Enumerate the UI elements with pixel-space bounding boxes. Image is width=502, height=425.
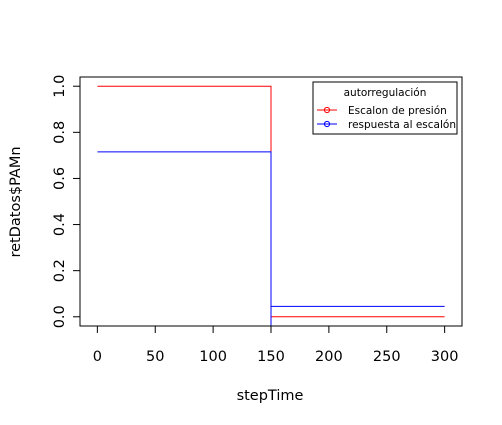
x-tick-label: 300 [431, 349, 459, 365]
legend: autorregulación Escalon de presión respue… [313, 82, 457, 134]
x-axis: 0 50 100 150 200 250 300 [93, 326, 459, 365]
x-tick-label: 200 [315, 349, 343, 365]
x-tick-label: 250 [373, 349, 401, 365]
y-axis: 0.0 0.2 0.4 0.6 0.8 1.0 [52, 75, 80, 329]
series-line-2 [97, 152, 444, 326]
x-axis-title: stepTime [237, 388, 304, 404]
legend-title: autorregulación [344, 87, 427, 99]
y-tick-label: 0.4 [52, 213, 68, 236]
x-tick-label: 50 [146, 349, 164, 365]
legend-label: respuesta al escalón [348, 119, 456, 131]
y-tick-label: 0.2 [52, 259, 68, 282]
y-tick-label: 0.8 [52, 121, 68, 144]
y-tick-label: 0.6 [52, 167, 68, 190]
x-tick-label: 100 [199, 349, 227, 365]
x-tick-label: 150 [257, 349, 285, 365]
y-axis-title: retDatos$PAMn [8, 146, 24, 257]
legend-label: Escalon de presión [348, 105, 447, 117]
y-tick-label: 1.0 [52, 75, 68, 98]
x-tick-label: 0 [93, 349, 102, 365]
y-tick-label: 0.0 [52, 305, 68, 328]
